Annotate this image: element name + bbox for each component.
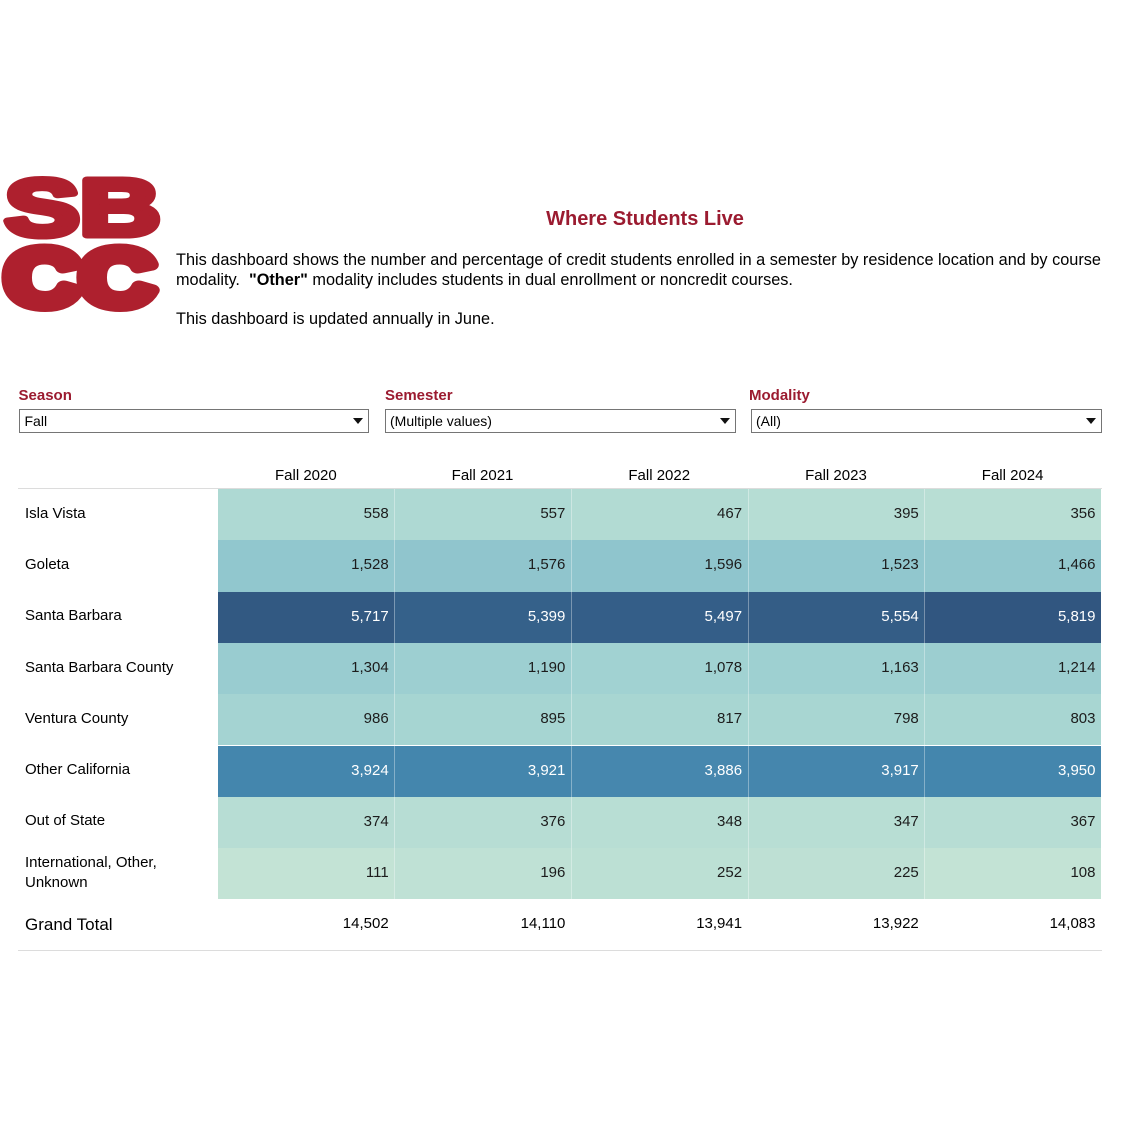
svg-text:SB: SB [5, 168, 161, 252]
svg-text:CC: CC [5, 233, 155, 318]
